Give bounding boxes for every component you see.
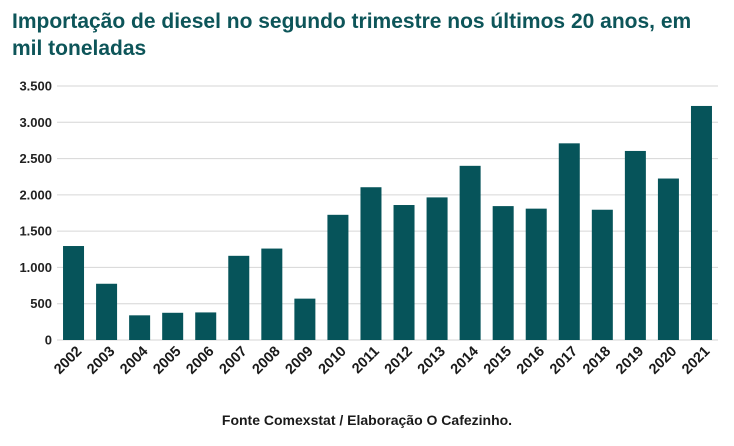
bar-2005	[162, 312, 184, 340]
x-tick-label: 2015	[481, 344, 515, 378]
x-tick-label: 2006	[183, 344, 217, 378]
y-tick-label: 3.000	[19, 115, 52, 130]
x-tick-label: 2013	[415, 344, 449, 378]
bar-2015	[492, 206, 514, 340]
bar-2002	[63, 246, 85, 340]
source-note: Fonte Comexstat / Elaboração O Cafezinho…	[221, 412, 513, 428]
x-tick-label: 2011	[349, 344, 383, 378]
bar-2009	[294, 298, 316, 340]
bar-2021	[690, 105, 712, 340]
x-tick-label: 2003	[84, 344, 118, 378]
x-tick-label: 2020	[646, 344, 680, 378]
bar-2006	[195, 312, 217, 340]
y-tick-label: 1.000	[19, 260, 52, 275]
bar-2003	[96, 283, 118, 340]
y-tick-label: 3.500	[19, 79, 52, 94]
bar-2017	[558, 143, 580, 340]
y-tick-label: 2.500	[19, 151, 52, 166]
x-tick-label: 2014	[448, 344, 482, 378]
bar-2019	[624, 150, 646, 340]
x-tick-label: 2010	[316, 344, 350, 378]
x-tick-label: 2021	[679, 344, 713, 378]
bars	[63, 105, 712, 340]
x-tick-label: 2018	[580, 344, 614, 378]
bar-2020	[657, 178, 679, 340]
gridlines	[57, 85, 718, 341]
x-tick-label: 2012	[382, 344, 416, 378]
x-tick-label: 2002	[51, 344, 85, 378]
x-tick-label: 2008	[250, 344, 284, 378]
y-tick-label: 1.500	[19, 224, 52, 239]
x-tick-label: 2007	[216, 344, 250, 378]
bar-2012	[393, 205, 415, 340]
bar-2018	[591, 209, 613, 340]
x-tick-label: 2016	[514, 344, 548, 378]
y-axis-tick-labels: 0 500 1.000 1.500 2.000 2.500 3.000 3.500	[19, 79, 52, 348]
x-tick-label: 2005	[150, 344, 184, 378]
chart-title: Importação de diesel no segundo trimestr…	[12, 10, 692, 60]
bar-2008	[261, 248, 283, 340]
bar-2010	[327, 214, 349, 340]
y-tick-label: 2.000	[19, 187, 52, 202]
y-tick-label: 0	[45, 333, 52, 348]
x-tick-label: 2004	[117, 344, 151, 378]
x-tick-label: 2009	[283, 344, 317, 378]
x-tick-label: 2017	[547, 344, 581, 378]
bar-2004	[129, 315, 151, 340]
bar-2016	[525, 208, 547, 340]
bar-2007	[228, 255, 250, 340]
bar-2014	[459, 165, 481, 340]
x-tick-label: 2019	[613, 344, 647, 378]
bar-2013	[426, 197, 448, 340]
bar-2011	[360, 187, 382, 340]
y-tick-label: 500	[30, 296, 52, 311]
